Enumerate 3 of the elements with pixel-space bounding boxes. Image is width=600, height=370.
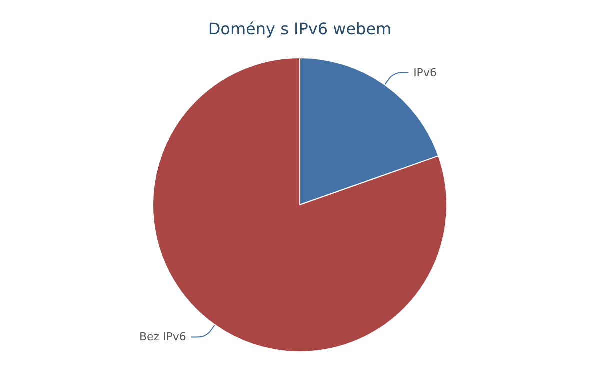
chart-title: Domény s IPv6 webem xyxy=(208,20,392,38)
slice-label: Bez IPv6 xyxy=(139,330,186,344)
slice-label: IPv6 xyxy=(414,66,437,80)
